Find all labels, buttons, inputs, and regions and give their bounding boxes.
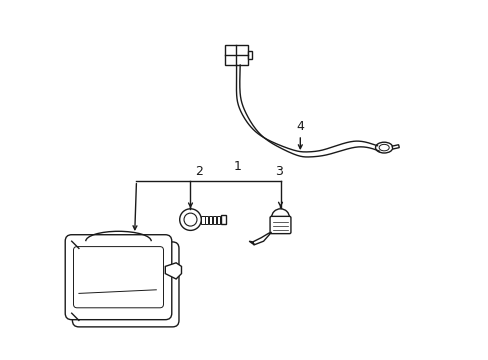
Bar — [209, 216, 212, 224]
Polygon shape — [252, 232, 271, 245]
Polygon shape — [165, 263, 181, 279]
Polygon shape — [249, 241, 254, 245]
FancyBboxPatch shape — [72, 242, 179, 327]
Bar — [224, 45, 247, 65]
Ellipse shape — [375, 142, 392, 153]
Circle shape — [271, 209, 289, 227]
Text: 2: 2 — [195, 165, 203, 178]
Text: 4: 4 — [296, 120, 304, 133]
Circle shape — [179, 209, 201, 230]
Polygon shape — [391, 145, 399, 149]
Circle shape — [183, 213, 197, 226]
Bar — [201, 216, 204, 224]
Text: 1: 1 — [233, 160, 241, 173]
Bar — [221, 215, 225, 224]
Bar — [247, 51, 251, 59]
Bar — [213, 216, 216, 224]
FancyBboxPatch shape — [269, 216, 290, 234]
Text: 3: 3 — [274, 165, 282, 178]
Bar — [217, 216, 220, 224]
FancyBboxPatch shape — [73, 247, 163, 308]
FancyBboxPatch shape — [65, 235, 171, 320]
Bar — [205, 216, 208, 224]
Ellipse shape — [378, 144, 388, 151]
